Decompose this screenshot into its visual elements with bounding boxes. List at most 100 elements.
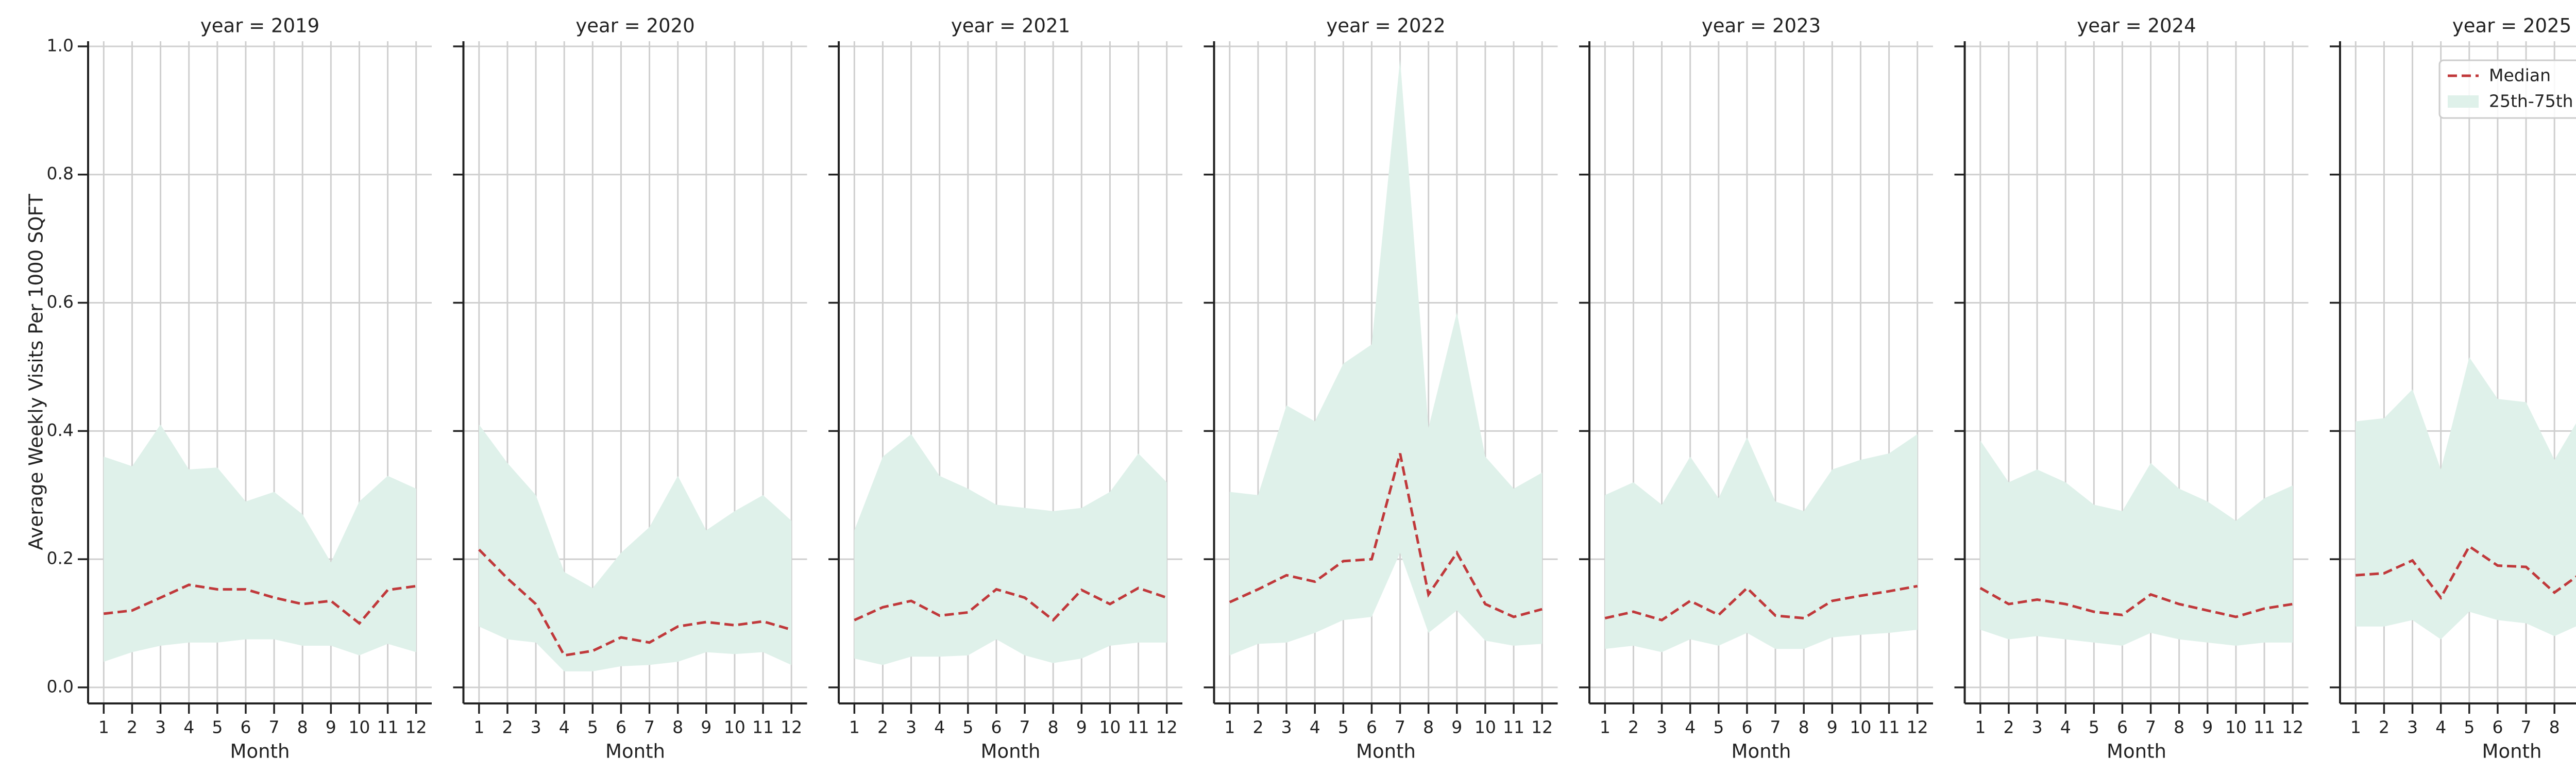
- x-tick-label: 2: [1628, 717, 1639, 737]
- x-tick-label: 10: [348, 717, 370, 737]
- x-tick-label: 6: [2117, 717, 2128, 737]
- x-tick-label: 6: [1366, 717, 1377, 737]
- x-tick-label: 1: [1975, 717, 1986, 737]
- median-line: [2355, 544, 2576, 600]
- x-tick-label: 8: [297, 717, 308, 737]
- x-tick-label: 5: [1338, 717, 1349, 737]
- x-tick-label: 4: [2435, 717, 2446, 737]
- legend: Median 25th-75th Percentile: [2438, 59, 2576, 119]
- x-tick-label: 8: [2174, 717, 2184, 737]
- legend-label: 25th-75th Percentile: [2489, 91, 2576, 111]
- x-tick-label: 3: [906, 717, 917, 737]
- median-line: [104, 583, 417, 625]
- x-tick-label: 12: [1907, 717, 1928, 737]
- x-tick-label: 11: [377, 717, 399, 737]
- x-tick-label: 3: [2032, 717, 2043, 737]
- x-tick-label: 9: [326, 717, 336, 737]
- x-tick-label: 7: [644, 717, 655, 737]
- x-tick-label: 4: [934, 717, 945, 737]
- x-tick-label: 1: [1224, 717, 1235, 737]
- x-tick-label: 10: [2225, 717, 2247, 737]
- x-axis-label: Month: [605, 741, 665, 763]
- x-tick-label: 11: [1128, 717, 1149, 737]
- x-axis-label: Month: [1732, 741, 1791, 763]
- x-tick-label: 12: [781, 717, 802, 737]
- median-line: [1979, 586, 2293, 618]
- x-tick-label: 4: [1310, 717, 1320, 737]
- iqr-band: [1229, 59, 1543, 656]
- x-tick-label: 6: [616, 717, 626, 737]
- x-tick-label: 5: [587, 717, 598, 737]
- x-tick-label: 1: [2350, 717, 2361, 737]
- x-tick-label: 10: [1099, 717, 1121, 737]
- y-tick-label: 0.4: [47, 420, 74, 440]
- x-tick-label: 1: [849, 717, 860, 737]
- y-tick-label: 0.8: [47, 163, 74, 183]
- x-tick-label: 11: [1878, 717, 1900, 737]
- x-tick-label: 6: [240, 717, 251, 737]
- x-tick-label: 1: [1600, 717, 1611, 737]
- x-tick-label: 10: [1475, 717, 1496, 737]
- x-tick-label: 6: [991, 717, 1002, 737]
- x-tick-label: 12: [2282, 717, 2303, 737]
- x-tick-label: 1: [98, 717, 109, 737]
- x-tick-label: 4: [559, 717, 570, 737]
- panel-title: year = 2022: [1326, 15, 1445, 37]
- x-tick-label: 4: [1685, 717, 1696, 737]
- x-tick-label: 8: [2549, 717, 2560, 737]
- x-tick-label: 6: [1741, 717, 1752, 737]
- x-tick-label: 8: [672, 717, 683, 737]
- x-tick-label: 5: [2464, 717, 2475, 737]
- x-tick-label: 7: [2145, 717, 2156, 737]
- x-tick-label: 2: [1252, 717, 1263, 737]
- x-axis-label: Month: [2482, 741, 2542, 763]
- panel-title: year = 2023: [1702, 15, 1821, 37]
- x-tick-label: 5: [2089, 717, 2099, 737]
- x-tick-label: 8: [1423, 717, 1434, 737]
- x-tick-label: 3: [1656, 717, 1667, 737]
- iqr-band: [854, 434, 1167, 665]
- x-tick-label: 4: [2060, 717, 2071, 737]
- x-tick-label: 6: [2492, 717, 2503, 737]
- x-tick-label: 5: [1713, 717, 1724, 737]
- x-tick-label: 8: [1799, 717, 1809, 737]
- iqr-band: [1980, 440, 2293, 646]
- median-line: [854, 586, 1167, 622]
- x-tick-label: 4: [183, 717, 194, 737]
- x-tick-label: 3: [2407, 717, 2418, 737]
- x-tick-label: 7: [1020, 717, 1030, 737]
- y-tick-label: 0.0: [47, 676, 74, 696]
- x-tick-label: 10: [724, 717, 745, 737]
- y-axis-label: Average Weekly Visits Per 1000 SQFT: [25, 194, 47, 550]
- panel-title: year = 2025: [2452, 15, 2571, 37]
- x-tick-label: 11: [752, 717, 774, 737]
- x-tick-label: 5: [962, 717, 973, 737]
- x-tick-label: 3: [531, 717, 541, 737]
- median-line: [1604, 584, 1918, 622]
- y-tick-label: 0.2: [47, 548, 74, 568]
- x-tick-label: 9: [1451, 717, 1462, 737]
- panel-title: year = 2019: [200, 15, 319, 37]
- x-tick-label: 12: [1531, 717, 1553, 737]
- x-tick-label: 11: [2253, 717, 2275, 737]
- x-tick-label: 9: [1076, 717, 1087, 737]
- x-tick-label: 12: [405, 717, 427, 737]
- median-line: [1229, 453, 1543, 618]
- x-tick-label: 2: [2379, 717, 2389, 737]
- x-tick-label: 2: [2003, 717, 2014, 737]
- iqr-band: [479, 424, 792, 671]
- x-tick-label: 7: [2521, 717, 2532, 737]
- median-line: [478, 548, 792, 657]
- x-tick-label: 2: [127, 717, 138, 737]
- x-tick-label: 9: [1827, 717, 1838, 737]
- x-tick-label: 2: [877, 717, 888, 737]
- x-tick-label: 11: [1503, 717, 1524, 737]
- x-tick-label: 9: [701, 717, 711, 737]
- panel-title: year = 2024: [2077, 15, 2196, 37]
- x-tick-label: 9: [2202, 717, 2213, 737]
- x-tick-label: 7: [1770, 717, 1781, 737]
- x-tick-label: 1: [473, 717, 484, 737]
- x-tick-label: 12: [1156, 717, 1178, 737]
- legend-swatch: [2448, 95, 2479, 108]
